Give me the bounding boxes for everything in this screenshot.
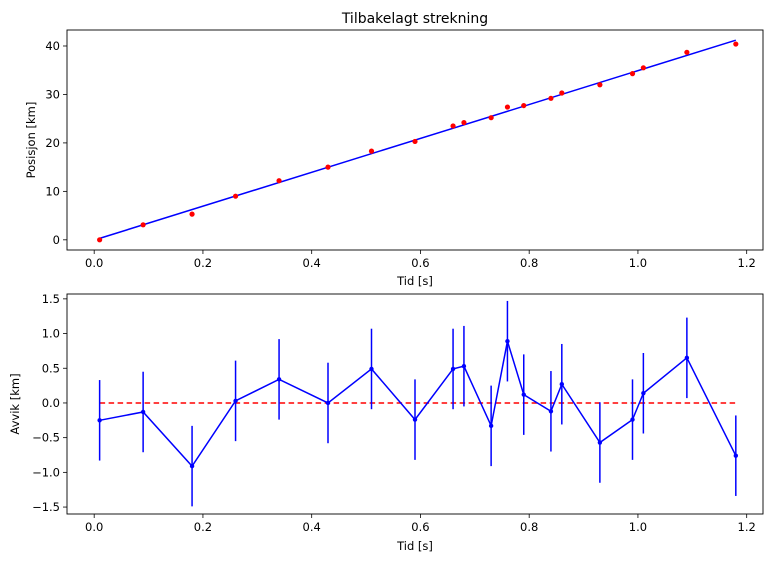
- deviation-point: [505, 338, 510, 344]
- deviation-point: [276, 377, 282, 382]
- deviation-plot-ticks: 0.0 0.2 0.4 0.6 0.8 1.0 1.2 −1.5 −1.0 −0.5 0.0 0.5 1…: [32, 292, 756, 534]
- deviation-plot-marks: [97, 300, 739, 507]
- deviation-plot-xtick-label: 0.6: [411, 520, 429, 534]
- deviation-point: [733, 453, 739, 458]
- measurement-point: [559, 90, 565, 96]
- measurement-point: [450, 123, 456, 129]
- deviation-point: [412, 417, 418, 422]
- deviation-plot-xtick-label: 0.0: [85, 520, 103, 534]
- position-plot-ylabel: Posisjon [km]: [24, 102, 38, 179]
- deviation-plot-ytick-label: 0.5: [42, 361, 60, 375]
- deviation-point: [97, 418, 102, 423]
- deviation-point: [325, 400, 331, 406]
- position-plot-xtick-label: 0.4: [303, 256, 321, 270]
- measurement-point: [412, 138, 418, 145]
- deviation-point: [233, 398, 238, 404]
- measurement-point: [733, 41, 739, 47]
- measurement-point: [684, 49, 690, 55]
- position-plot-marks: [97, 39, 739, 243]
- deviation-plot-xtick-label: 1.0: [629, 520, 647, 534]
- measurement-point: [140, 222, 146, 228]
- deviation-point: [684, 355, 690, 361]
- deviation-plot-ytick-label: 0.0: [42, 396, 60, 410]
- deviation-point: [641, 391, 646, 396]
- position-plot-frame: [66, 29, 764, 251]
- deviation-plot-xlabel: Tid [s]: [396, 539, 433, 553]
- deviation-plot-xtick-label: 0.2: [194, 520, 212, 534]
- measurement-point: [640, 65, 646, 71]
- deviation-point: [597, 440, 603, 445]
- measurement-point: [232, 193, 239, 199]
- deviation-point: [450, 366, 456, 372]
- position-plot: Tilbakelagt strekning 0.0 0.2 0.4 0.6 0.8 1.0…: [24, 11, 764, 288]
- measurement-point: [97, 237, 103, 243]
- deviation-point: [521, 392, 526, 397]
- deviation-point: [461, 363, 467, 369]
- deviation-point: [559, 382, 565, 387]
- fit-line: [99, 39, 737, 240]
- deviation-plot-xtick-label: 0.8: [520, 520, 538, 534]
- measurement-point: [368, 148, 375, 154]
- measurement-point: [504, 104, 511, 110]
- deviation-point: [140, 409, 146, 415]
- deviation-plot-xtick-label: 0.4: [303, 520, 321, 534]
- deviation-plot-ytick-label: −1.0: [32, 465, 60, 479]
- deviation-plot-frame: [66, 293, 764, 515]
- measurement-point: [189, 211, 195, 217]
- position-plot-ticks: 0.0 0.2 0.4 0.6 0.8 1.0 1.2 0 10 20 30 40: [45, 39, 755, 270]
- measurement-point: [629, 71, 636, 77]
- deviation-point: [369, 366, 374, 372]
- position-plot-xtick-label: 0.0: [85, 256, 103, 270]
- deviation-point: [488, 423, 494, 429]
- measurement-point: [521, 102, 527, 109]
- deviation-point: [548, 409, 554, 414]
- deviation-point: [189, 463, 195, 469]
- position-plot-xtick-label: 0.6: [411, 256, 429, 270]
- deviation-point: [630, 417, 635, 422]
- deviation-plot-ytick-label: −0.5: [32, 431, 60, 445]
- position-plot-xtick-label: 1.2: [738, 256, 756, 270]
- deviation-plot-ylabel: Avvik [km]: [8, 373, 22, 434]
- measurement-point: [488, 115, 494, 121]
- position-plot-xtick-label: 0.8: [520, 256, 538, 270]
- position-plot-ytick-label: 0: [53, 233, 60, 247]
- deviation-line: [99, 340, 737, 468]
- deviation-plot: 0.0 0.2 0.4 0.6 0.8 1.0 1.2 −1.5 −1.0 −0.5 0.0 0.5 1…: [8, 292, 764, 553]
- position-plot-xtick-label: 1.0: [629, 256, 647, 270]
- deviation-plot-ytick-label: 1.5: [42, 292, 60, 306]
- measurement-point: [461, 119, 467, 126]
- measurement-point: [597, 82, 603, 88]
- position-plot-ytick-label: 10: [45, 184, 60, 198]
- position-plot-title: Tilbakelagt strekning: [341, 11, 488, 27]
- position-plot-ytick-label: 40: [45, 39, 60, 53]
- measurement-point: [325, 164, 331, 170]
- position-plot-xtick-label: 0.2: [194, 256, 212, 270]
- measurement-point: [548, 95, 554, 101]
- deviation-plot-xtick-label: 1.2: [738, 520, 756, 534]
- deviation-plot-ytick-label: −1.5: [32, 500, 60, 514]
- position-plot-xlabel: Tid [s]: [396, 274, 433, 288]
- measurement-point: [276, 178, 282, 184]
- deviation-plot-ytick-label: 1.0: [42, 327, 60, 341]
- position-plot-ytick-label: 30: [45, 87, 60, 101]
- position-plot-ytick-label: 20: [45, 136, 60, 150]
